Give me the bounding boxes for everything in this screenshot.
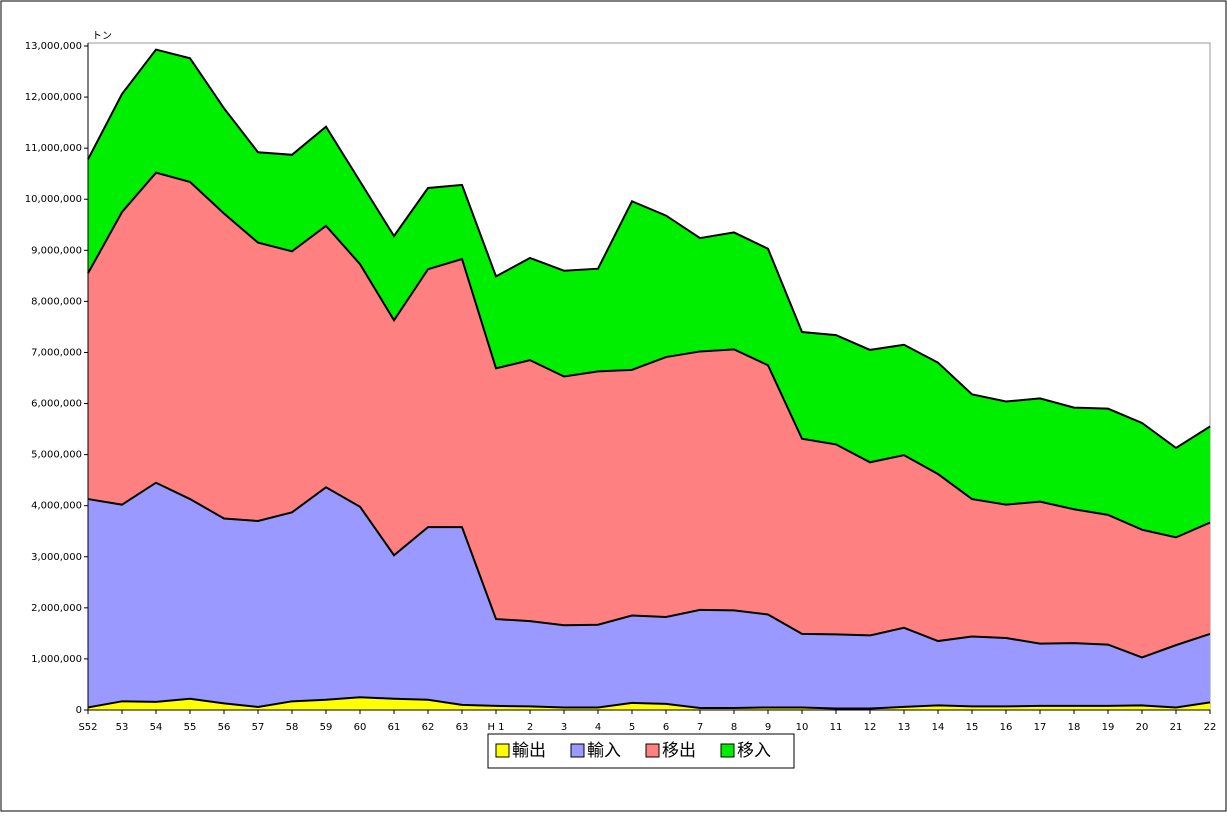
x-tick-label: 22	[1204, 722, 1217, 733]
x-tick-label: 10	[796, 722, 809, 733]
area-edge	[87, 171, 1211, 539]
area	[88, 482, 1210, 709]
y-tick-label: 0	[76, 705, 82, 716]
y-tick-label: 9,000,000	[31, 245, 82, 256]
x-tick-label: 3	[561, 722, 567, 733]
legend-label: 輸出	[512, 741, 546, 761]
x-tick-label: 54	[150, 722, 163, 733]
x-tick-label: 14	[932, 722, 945, 733]
y-tick-label: 8,000,000	[31, 296, 82, 307]
y-tick-label: 7,000,000	[31, 347, 82, 358]
x-tick-label: 5	[629, 722, 635, 733]
legend: 輸出 輸入 移出 移入	[487, 733, 795, 769]
x-tick-label: 56	[218, 722, 231, 733]
y-tick-label: 4,000,000	[31, 501, 82, 512]
x-tick-label: 8	[731, 722, 737, 733]
legend-swatch	[495, 743, 510, 758]
y-tick-label: 5,000,000	[31, 450, 82, 461]
x-tick-label: 16	[1000, 722, 1013, 733]
x-tick-label: 62	[422, 722, 435, 733]
area-edge	[87, 696, 1211, 710]
area-edge	[87, 481, 1211, 659]
legend-label: 輸入	[587, 741, 621, 761]
legend-swatch	[645, 743, 660, 758]
y-tick-label: 10,000,000	[25, 194, 82, 205]
x-tick-label: 4	[595, 722, 601, 733]
x-tick-label: 9	[765, 722, 771, 733]
x-tick-label: S52	[78, 722, 97, 733]
x-tick-label: 7	[697, 722, 703, 733]
area-edge	[87, 48, 1211, 450]
x-tick-label: 19	[1102, 722, 1115, 733]
x-tick-label: 53	[116, 722, 129, 733]
x-tick-label: 21	[1170, 722, 1183, 733]
x-tick-label: 2	[527, 722, 533, 733]
x-tick-label: 12	[864, 722, 877, 733]
legend-swatch	[570, 743, 585, 758]
x-tick-label: 58	[286, 722, 299, 733]
x-tick-label: 17	[1034, 722, 1047, 733]
x-tick-label: 60	[354, 722, 367, 733]
y-tick-label: 11,000,000	[25, 143, 82, 154]
x-tick-label: 18	[1068, 722, 1081, 733]
x-tick-label: 59	[320, 722, 333, 733]
y-tick-label: 6,000,000	[31, 399, 82, 410]
x-tick-label: 61	[388, 722, 401, 733]
area	[88, 49, 1210, 538]
x-tick-label: 57	[252, 722, 265, 733]
legend-box	[487, 733, 795, 769]
x-tick-label: 20	[1136, 722, 1149, 733]
y-tick-label: 3,000,000	[31, 552, 82, 563]
x-tick-label: 11	[830, 722, 843, 733]
y-tick-label: 2,000,000	[31, 603, 82, 614]
legend-label: 移出	[662, 741, 696, 761]
legend-swatch	[720, 743, 735, 758]
y-tick-label: 12,000,000	[25, 92, 82, 103]
y-tick-label: 1,000,000	[31, 654, 82, 665]
legend-label: 移入	[737, 741, 771, 761]
x-tick-label: 63	[456, 722, 469, 733]
y-unit-label: トン	[92, 31, 112, 42]
x-tick-label: H 1	[487, 722, 504, 733]
x-tick-label: 15	[966, 722, 979, 733]
area	[88, 172, 1210, 658]
x-tick-label: 13	[898, 722, 911, 733]
x-tick-label: 6	[663, 722, 669, 733]
x-tick-label: 55	[184, 722, 197, 733]
y-tick-label: 13,000,000	[25, 41, 82, 52]
